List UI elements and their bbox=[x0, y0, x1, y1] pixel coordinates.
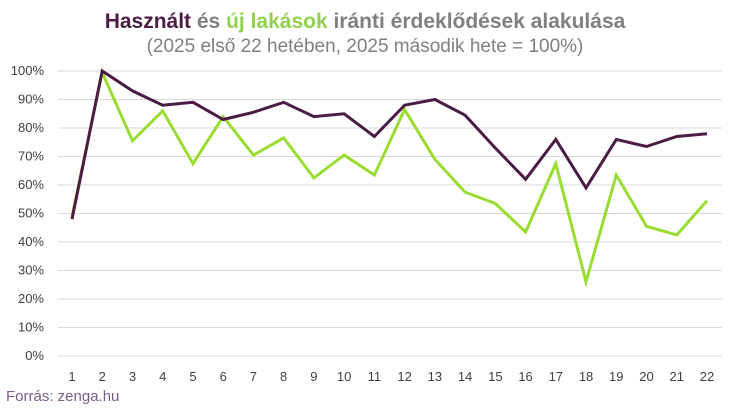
chart-title-block: Használt és új lakások iránti érdeklődés… bbox=[0, 10, 730, 59]
x-tick-label: 8 bbox=[280, 369, 287, 384]
title-rest: iránti érdeklődések alakulása bbox=[327, 10, 626, 33]
x-tick-label: 7 bbox=[250, 369, 257, 384]
series-line-new bbox=[70, 67, 709, 288]
x-tick-label: 9 bbox=[310, 369, 317, 384]
y-axis-ticks: 0% 10% 20% 30% 40% 50% 60% 70% 80% 90% 100% bbox=[11, 63, 45, 363]
x-tick-label: 13 bbox=[428, 369, 442, 384]
x-tick-label: 6 bbox=[220, 369, 227, 384]
y-tick-label: 50% bbox=[18, 206, 44, 221]
x-tick-label: 22 bbox=[700, 369, 714, 384]
x-tick-label: 10 bbox=[337, 369, 351, 384]
x-tick-label: 4 bbox=[159, 369, 166, 384]
y-tick-label: 40% bbox=[18, 234, 44, 249]
x-tick-label: 1 bbox=[68, 369, 75, 384]
x-tick-label: 12 bbox=[397, 369, 411, 384]
series-line-used bbox=[70, 68, 708, 220]
source-note: Forrás: zenga.hu bbox=[6, 388, 120, 405]
y-tick-label: 60% bbox=[18, 177, 44, 192]
x-tick-label: 17 bbox=[549, 369, 563, 384]
y-tick-label: 0% bbox=[25, 348, 44, 363]
x-tick-label: 20 bbox=[639, 369, 653, 384]
chart-subtitle: (2025 első 22 hetében, 2025 második hete… bbox=[146, 36, 584, 57]
data-series bbox=[70, 67, 709, 288]
x-tick-label: 5 bbox=[189, 369, 196, 384]
x-tick-label: 2 bbox=[99, 369, 106, 384]
x-tick-label: 21 bbox=[670, 369, 684, 384]
title-used-label: Használt bbox=[104, 10, 192, 33]
y-tick-label: 20% bbox=[18, 291, 44, 306]
x-tick-label: 16 bbox=[518, 369, 532, 384]
x-tick-label: 14 bbox=[458, 369, 472, 384]
y-tick-label: 100% bbox=[11, 63, 45, 78]
y-tick-label: 10% bbox=[18, 320, 44, 335]
x-tick-label: 11 bbox=[368, 369, 382, 384]
gridlines bbox=[58, 70, 722, 357]
y-tick-label: 80% bbox=[18, 120, 44, 135]
y-tick-label: 70% bbox=[18, 149, 44, 164]
y-tick-label: 90% bbox=[18, 92, 44, 107]
chart-title: Használt és új lakások iránti érdeklődés… bbox=[0, 10, 730, 34]
x-tick-label: 18 bbox=[579, 369, 593, 384]
x-tick-label: 3 bbox=[129, 369, 136, 384]
y-tick-label: 30% bbox=[18, 263, 44, 278]
x-tick-label: 15 bbox=[488, 369, 502, 384]
x-axis-ticks: 1 2 3 4 5 6 7 8 9 10 11 12 13 14 15 16 17 18 19 20 21 22 bbox=[68, 369, 714, 384]
x-tick-label: 19 bbox=[609, 369, 623, 384]
title-conjunction: és bbox=[191, 10, 227, 33]
title-new-label: új lakások bbox=[226, 10, 328, 33]
